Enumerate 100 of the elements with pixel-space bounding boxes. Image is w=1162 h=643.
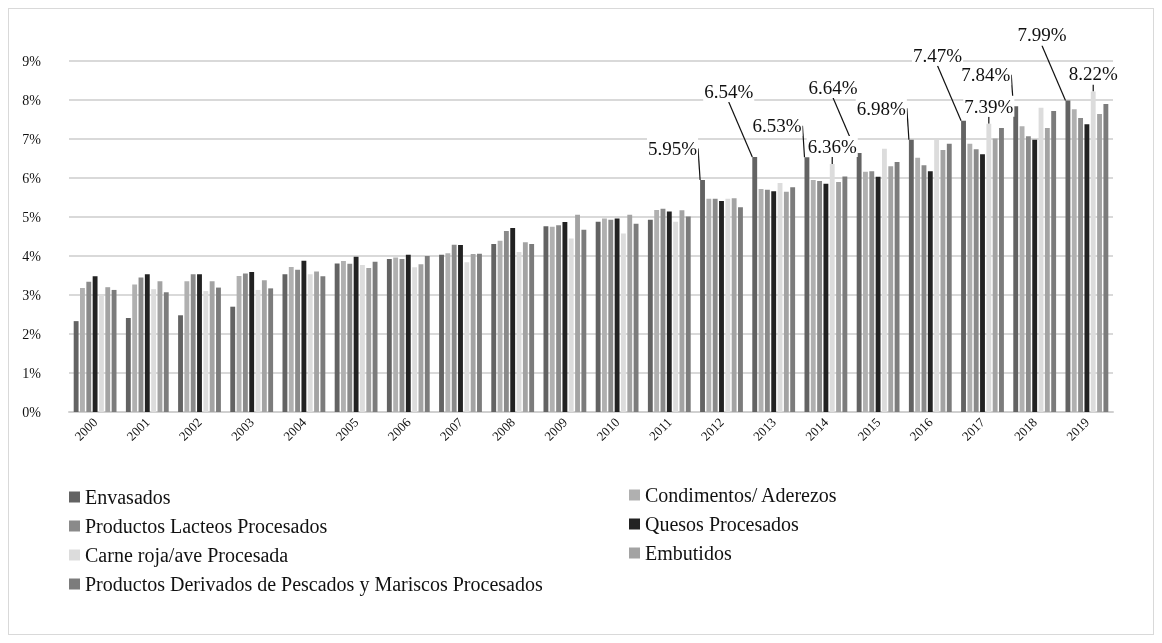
- bar: [522, 242, 528, 412]
- bar: [581, 229, 587, 412]
- bar: [654, 209, 660, 412]
- bar: [1013, 106, 1019, 412]
- data-label: 7.99%: [1017, 24, 1067, 46]
- bar: [961, 120, 966, 412]
- bar: [771, 191, 777, 412]
- bar: [439, 254, 444, 412]
- bar: [282, 274, 288, 412]
- bar: [424, 256, 430, 412]
- bar: [1025, 136, 1031, 412]
- bar: [562, 222, 568, 412]
- bar: [242, 273, 248, 412]
- bar: [738, 207, 743, 412]
- bar: [608, 219, 614, 412]
- bar: [347, 263, 353, 412]
- y-tick-label: 8%: [22, 92, 42, 108]
- bar: [875, 176, 881, 412]
- bar: [999, 128, 1004, 412]
- bar: [477, 253, 482, 412]
- bar: [451, 244, 457, 412]
- bar: [685, 216, 691, 412]
- bar: [908, 139, 914, 412]
- y-tick-label: 7%: [22, 131, 42, 147]
- data-label: 7.47%: [912, 44, 963, 66]
- data-label: 6.53%: [752, 115, 802, 137]
- data-label: 6.54%: [704, 80, 754, 102]
- bar: [992, 138, 998, 412]
- bar: [445, 253, 451, 412]
- y-tick-label: 2%: [22, 326, 42, 342]
- legend-label: Embutidos: [645, 542, 732, 564]
- bar: [1084, 124, 1090, 412]
- y-tick-label: 1%: [22, 365, 42, 381]
- y-tick-label: 4%: [22, 248, 42, 264]
- bar: [163, 292, 169, 412]
- bar: [556, 225, 562, 412]
- bar: [320, 276, 326, 412]
- bar: [712, 198, 718, 412]
- bar: [73, 321, 79, 412]
- bar: [614, 218, 620, 412]
- bar: [1097, 114, 1102, 412]
- bar: [184, 281, 190, 412]
- bar: [295, 269, 301, 412]
- bar: [314, 271, 319, 412]
- bar: [842, 176, 848, 412]
- bar: [334, 263, 340, 412]
- bar: [216, 287, 221, 412]
- legend-label: Productos Lacteos Procesados: [85, 515, 328, 537]
- legend-label: Condimentos/ Aderezos: [645, 484, 837, 506]
- bar: [700, 179, 705, 412]
- bar: [666, 211, 672, 412]
- bar: [470, 254, 476, 412]
- bar: [627, 214, 633, 412]
- bar: [575, 214, 580, 412]
- bar: [132, 284, 138, 412]
- bar: [731, 198, 737, 412]
- data-label: 6.36%: [807, 135, 857, 157]
- bar: [869, 171, 875, 412]
- bar: [790, 187, 796, 412]
- bar: [1103, 103, 1109, 412]
- bar: [810, 179, 816, 412]
- bar: [341, 261, 346, 412]
- data-label: 6.98%: [856, 97, 907, 119]
- bar: [386, 259, 392, 412]
- data-label: 7.84%: [961, 64, 1011, 86]
- bar: [92, 276, 98, 412]
- bar: [836, 181, 841, 412]
- bar: [190, 274, 196, 412]
- bar: [80, 287, 85, 412]
- bar: [1032, 139, 1038, 412]
- bar: [503, 231, 509, 412]
- bar: [783, 191, 789, 412]
- bar: [543, 226, 549, 412]
- bar: [719, 201, 724, 412]
- bar: [86, 281, 92, 412]
- legend-label: Quesos Procesados: [645, 513, 800, 535]
- bar: [353, 256, 359, 412]
- x-tick-label: 2001: [123, 414, 153, 444]
- bar: [529, 243, 535, 412]
- x-tick-label: 2011: [645, 414, 675, 444]
- bar: [980, 154, 985, 412]
- bar: [602, 218, 607, 412]
- legend-label: Productos Derivados de Pescados y Mariscos Procesados: [85, 573, 543, 596]
- data-label: 5.95%: [647, 137, 698, 159]
- bar: [888, 166, 894, 412]
- bar: [752, 156, 758, 412]
- legend-label: Carne roja/ave Procesada: [85, 544, 289, 567]
- bar: [973, 149, 979, 412]
- bar: [366, 268, 372, 412]
- bar: [915, 157, 921, 412]
- bar: [111, 289, 117, 412]
- bar: [268, 288, 274, 412]
- bar: [863, 171, 868, 412]
- y-tick-label: 6%: [22, 170, 42, 186]
- bar: [178, 315, 183, 412]
- y-tick-label: 3%: [22, 287, 42, 303]
- bar: [301, 260, 307, 412]
- bar: [209, 281, 215, 412]
- bar: [510, 227, 516, 412]
- bar: [706, 198, 712, 412]
